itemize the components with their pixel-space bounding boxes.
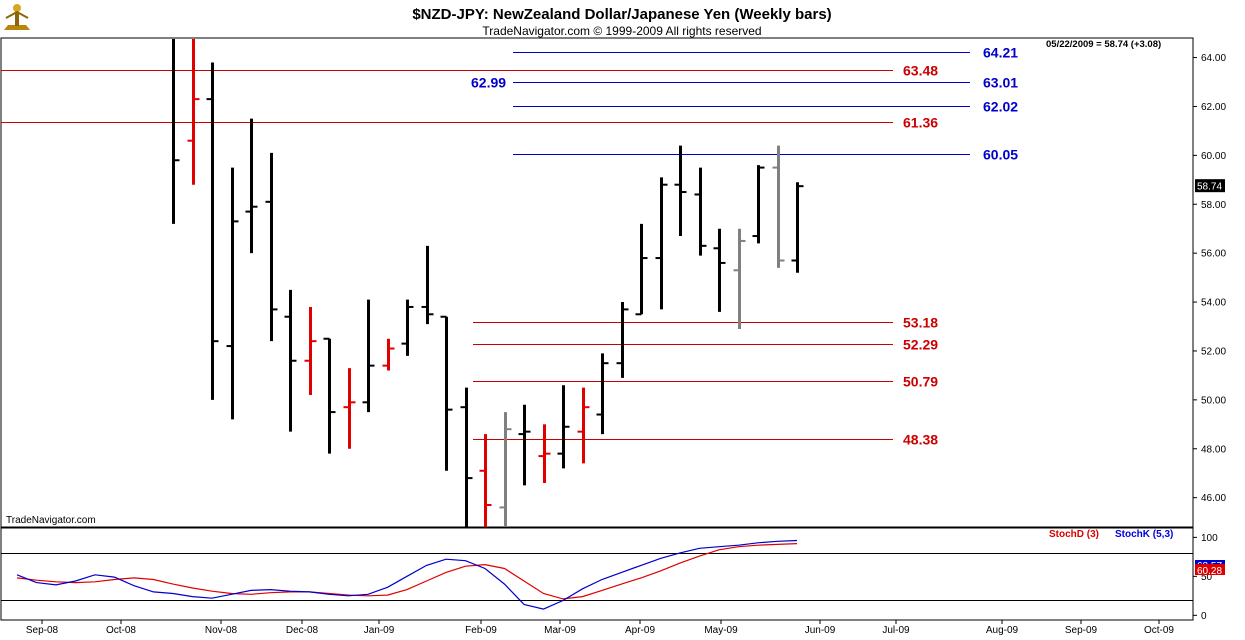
price-bar [479,434,492,527]
stoch-panel [0,527,1194,621]
stoch-readouts: 62.57 60.28 [1195,560,1225,577]
y-tick-label: 54.00 [1201,298,1226,309]
x-tick-label: Jun-09 [805,625,836,636]
last-price-tag: 58.74 [1195,179,1225,193]
level-label: 64.21 [983,45,1018,61]
price-bar [596,353,609,435]
price-bar [518,404,531,486]
y-tick-label: 64.00 [1201,53,1226,64]
price-bar [421,245,434,325]
y-tick-label: 46.00 [1201,493,1226,504]
logo-icon [4,4,30,30]
price-panel [0,37,1194,528]
stoch-tick-label: 50 [1201,572,1213,583]
price-bar [245,118,258,254]
stoch-series [16,539,798,610]
y-tick-label: 50.00 [1201,395,1226,406]
price-bar [362,299,375,413]
y-tick-label: 62.00 [1201,102,1226,113]
x-axis: Sep-08 Oct-08 Nov-08 Dec-08 Jan-09 Feb-09 Mar-… [26,620,1174,636]
status-readout: 05/22/2009 = 58.74 (+3.08) [1046,39,1161,50]
price-bar [577,387,590,464]
price-bar [499,412,512,527]
price-bar [772,145,785,268]
stoch-tick-label: 0 [1201,611,1207,622]
price-bar [713,228,726,312]
price-bar [284,289,297,432]
x-tick-label: May-09 [704,625,738,636]
level-label: 63.48 [903,63,938,79]
level-label: 63.01 [983,75,1018,91]
y-tick-label: 56.00 [1201,249,1226,260]
stochd-legend: StochD (3) [1049,529,1099,540]
level-label: 60.05 [983,147,1018,163]
price-bar [172,39,180,224]
x-tick-label: Feb-09 [465,625,497,636]
price-bar [401,299,414,356]
price-bar [343,368,356,449]
x-tick-label: Oct-08 [106,625,136,636]
price-bar [655,177,668,310]
copyright-text: TradeNavigator.com © 1999-2009 All right… [482,24,761,38]
y-tick-label: 58.00 [1201,200,1226,211]
y-tick-label: 60.00 [1201,151,1226,162]
price-bar [752,165,765,244]
price-bar [206,62,219,400]
price-bars [172,39,804,527]
price-y-axis: 46.00 48.00 50.00 52.00 54.00 56.00 58.00 60.00… [1193,53,1226,504]
level-label: 52.29 [903,337,938,353]
price-bar [323,337,336,454]
level-label: 53.18 [903,315,938,331]
price-bar [187,39,200,185]
price-bar [226,167,239,420]
level-label: 62.02 [983,99,1018,115]
price-bar [616,302,629,378]
price-bar [674,145,687,237]
level-lines: 64.21 63.48 63.01 62.99 62.02 61.36 60.05 53.18… [1,45,1018,448]
price-bar [733,228,746,329]
y-tick-label: 52.00 [1201,346,1226,357]
level-label-left: 62.99 [471,75,506,91]
level-label: 61.36 [903,115,938,131]
x-tick-label: Dec-08 [286,625,319,636]
price-bar [791,182,804,273]
x-tick-label: Aug-09 [986,625,1019,636]
stochk-line [16,539,798,610]
price-bar [538,424,551,483]
price-bar [382,338,395,371]
x-tick-label: Oct-09 [1144,625,1174,636]
last-price-tag-bg [1195,179,1225,193]
stochd-readout-bg [1195,564,1225,575]
price-bar [304,306,317,395]
price-bar [557,385,570,469]
price-bar [635,223,648,316]
level-label: 48.38 [903,432,938,448]
x-tick-label: Mar-09 [544,625,576,636]
price-bar [460,387,473,527]
stoch-tick-label: 100 [1201,533,1218,544]
level-label: 50.79 [903,374,938,390]
stochd-readout: 60.28 [1197,566,1222,577]
chart-title: $NZD-JPY: NewZealand Dollar/Japanese Yen… [412,6,831,23]
x-tick-label: Jul-09 [882,625,910,636]
x-tick-label: Nov-08 [205,625,238,636]
stoch-y-axis: 100 50 0 [1193,533,1218,622]
price-bar [440,315,453,471]
x-tick-label: Sep-09 [1065,625,1098,636]
price-bar [694,167,707,256]
watermark-text: TradeNavigator.com [6,515,96,526]
stochk-legend: StochK (5,3) [1115,529,1173,540]
stochd-line [16,543,798,600]
last-price-label: 58.74 [1197,182,1222,193]
price-bar [265,152,278,342]
y-tick-label: 48.00 [1201,444,1226,455]
stoch-guide-lines [1,553,1193,601]
x-tick-label: Apr-09 [625,625,655,636]
x-tick-label: Jan-09 [364,625,395,636]
x-tick-label: Sep-08 [26,625,59,636]
